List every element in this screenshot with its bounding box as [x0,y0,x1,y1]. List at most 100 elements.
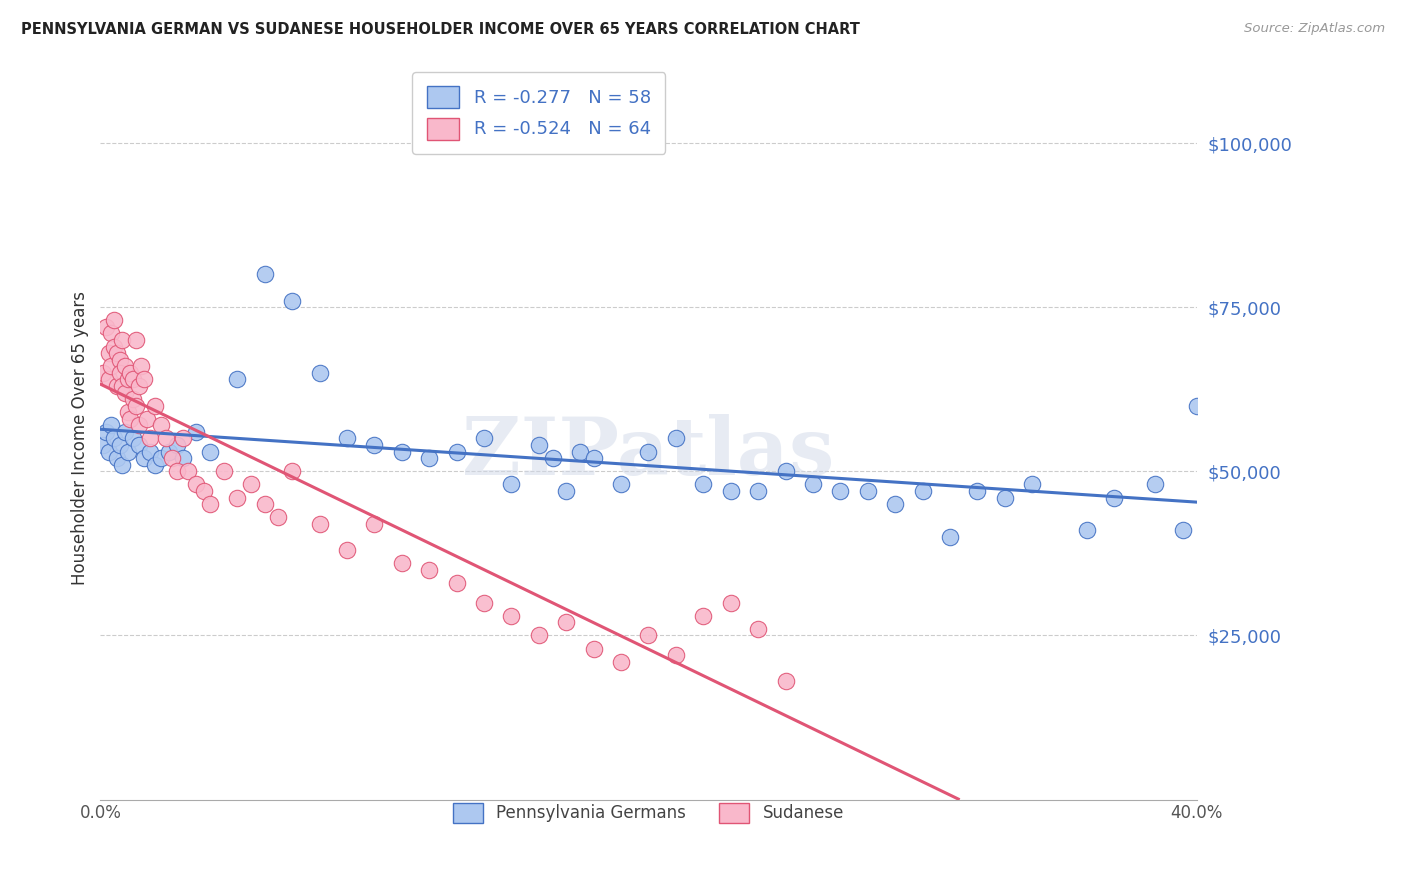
Point [91,438,114,452]
Point [143,458,166,472]
Point [541,451,564,466]
Point [527,628,550,642]
Point [472,596,495,610]
Point [446,575,468,590]
Point [125,399,148,413]
Point [884,497,907,511]
Point [281,293,304,308]
Point [100,359,122,374]
Point [747,622,769,636]
Point [111,333,134,347]
Point [610,477,633,491]
Point [97,346,120,360]
Point [240,477,263,491]
Point [117,444,139,458]
Point [692,608,714,623]
Point [692,477,714,491]
Text: ZIPatlas: ZIPatlas [463,414,835,491]
Point [138,444,160,458]
Point [128,438,150,452]
Point [114,359,136,374]
Point [117,405,139,419]
Point [193,483,215,498]
Point [114,385,136,400]
Point [582,641,605,656]
Point [136,411,159,425]
Point [122,372,145,386]
Point [720,483,742,498]
Point [994,491,1017,505]
Point [637,628,659,642]
Point [114,425,136,439]
Point [418,563,440,577]
Point [1185,399,1208,413]
Point [138,432,160,446]
Point [117,372,139,386]
Point [555,483,578,498]
Point [149,418,172,433]
Point [198,444,221,458]
Y-axis label: Householder Income Over 65 years: Householder Income Over 65 years [72,292,89,585]
Point [1144,477,1167,491]
Point [97,444,120,458]
Point [105,379,128,393]
Point [186,425,208,439]
Point [172,432,194,446]
Point [143,399,166,413]
Point [363,516,385,531]
Point [131,359,153,374]
Point [111,458,134,472]
Point [105,451,128,466]
Point [166,464,188,478]
Point [122,392,145,406]
Point [100,326,122,341]
Point [501,477,523,491]
Point [128,418,150,433]
Point [160,451,183,466]
Point [830,483,852,498]
Text: Source: ZipAtlas.com: Source: ZipAtlas.com [1244,22,1385,36]
Point [446,444,468,458]
Point [747,483,769,498]
Point [134,451,156,466]
Point [939,530,962,544]
Point [108,352,131,367]
Point [97,372,120,386]
Point [801,477,824,491]
Point [120,411,142,425]
Point [105,346,128,360]
Point [177,464,200,478]
Point [308,366,330,380]
Point [363,438,385,452]
Point [418,451,440,466]
Point [155,432,177,446]
Point [472,432,495,446]
Point [103,340,125,354]
Point [665,648,688,662]
Point [665,432,688,446]
Point [336,432,359,446]
Point [966,483,988,498]
Point [186,477,208,491]
Point [226,491,249,505]
Point [103,313,125,327]
Point [501,608,523,623]
Point [111,379,134,393]
Point [582,451,605,466]
Legend: Pennsylvania Germans, Sudanese: Pennsylvania Germans, Sudanese [441,791,856,835]
Point [281,464,304,478]
Point [610,655,633,669]
Point [527,438,550,452]
Point [308,516,330,531]
Point [568,444,591,458]
Point [267,510,290,524]
Point [253,497,276,511]
Point [1171,524,1194,538]
Point [108,438,131,452]
Point [1104,491,1126,505]
Point [100,418,122,433]
Point [103,432,125,446]
Point [253,268,276,282]
Point [1076,524,1098,538]
Point [134,372,156,386]
